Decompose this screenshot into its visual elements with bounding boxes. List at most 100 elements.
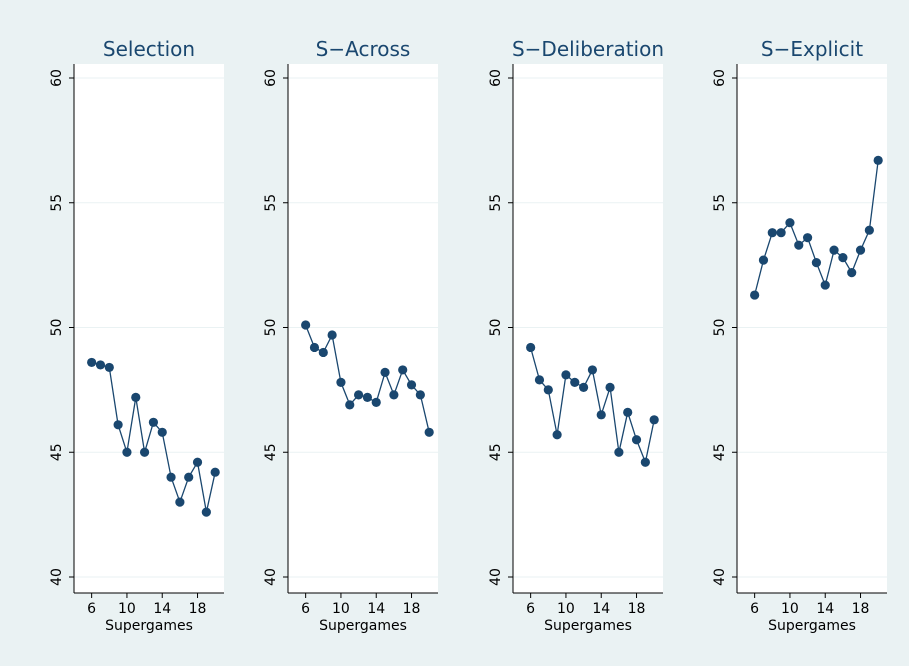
panel-1-series-1-point-20: [210, 467, 220, 477]
panel-4-y-tick-label-40: 40: [712, 568, 728, 586]
panel-3-x-tick-label-14: 14: [592, 601, 610, 617]
panel-2-y-tick-label-55: 55: [263, 194, 279, 212]
panel-3-series-1-point-18: [631, 435, 642, 445]
panel-4-series-1-point-7: [758, 255, 769, 265]
panel-3-x-tick-label-18: 18: [628, 601, 646, 617]
panel-3-series-1-point-8: [543, 385, 553, 395]
panel-1-y-tick-label-55: 55: [49, 194, 65, 212]
panel-1-x-tick-label-18: 18: [189, 601, 207, 617]
panel-3-series-1-point-16: [614, 447, 624, 457]
panel-1-series-1-point-17: [184, 472, 194, 482]
panel-4-series-1-point-12: [802, 233, 813, 243]
panel-1-series-1-point-12: [139, 447, 150, 457]
panel-1-x-tick-label-6: 6: [87, 601, 96, 617]
panel-3-series-1-point-10: [561, 370, 571, 380]
panel-2-series-1-point-13: [362, 392, 373, 402]
panel-4-series-1-point-16: [838, 253, 848, 263]
panel-3-series-1-point-13: [587, 365, 598, 375]
panel-3-y-tick-label-60: 60: [488, 69, 504, 87]
panel-1-series-1-point-6: [87, 357, 97, 368]
panel-1-series-1-point-14: [157, 427, 167, 437]
panel-4-series-1-point-6: [750, 290, 760, 300]
panel-4-series-1-point-13: [811, 258, 822, 268]
panel-2-series-1-point-10: [336, 377, 346, 387]
panel-2-x-tick-label-10: 10: [332, 601, 350, 617]
panel-1-title: Selection: [103, 37, 195, 61]
panel-1-series-1-point-8: [104, 362, 114, 373]
panel-2-series-1-point-17: [398, 365, 408, 375]
panel-1-x-tick-label-14: 14: [153, 601, 171, 617]
panel-3-series-1-point-7: [534, 375, 545, 385]
panel-2-x-axis-title: Supergames: [319, 618, 407, 634]
panel-3-series-1-point-15: [605, 382, 615, 392]
panel-3-series-1-point-20: [649, 415, 659, 425]
panel-3-series-1-point-17: [623, 407, 633, 417]
panel-4-series-1-point-9: [776, 228, 786, 238]
panel-3-y-tick-label-55: 55: [488, 194, 504, 212]
panel-4-series-1-point-19: [864, 225, 874, 235]
panel-4-series-1-point-15: [829, 245, 839, 255]
panel-1-series-1-point-16: [175, 497, 185, 507]
panel-2-series-1-point-15: [380, 367, 390, 378]
panel-1-series-1-point-19: [201, 507, 211, 517]
panel-2-x-tick-label-14: 14: [367, 601, 385, 617]
panel-4-series-1-point-18: [855, 245, 866, 255]
panel-1-y-tick-label-50: 50: [49, 319, 65, 337]
panel-4-series-1-point-20: [873, 155, 883, 165]
panel-1-series-1-point-10: [122, 447, 132, 457]
panel-4-title: S−Explicit: [761, 37, 863, 61]
panel-3-title: S−Deliberation: [512, 37, 664, 61]
panel-4-x-tick-label-18: 18: [852, 601, 870, 617]
panel-4-series-1-point-17: [847, 268, 857, 278]
panel-2-series-1-point-20: [424, 427, 434, 437]
panel-1-series-1-point-13: [148, 417, 159, 427]
panel-2-series-1-point-14: [371, 397, 381, 407]
panel-4-x-axis-title: Supergames: [768, 618, 856, 634]
panel-2-series-1-point-19: [415, 390, 425, 400]
panel-4-x-tick-label-14: 14: [816, 601, 834, 617]
panel-4-series-1-point-14: [820, 280, 830, 290]
panel-4-y-tick-label-50: 50: [712, 319, 728, 337]
panel-1-series-1-point-18: [192, 457, 203, 467]
panel-2-series-1-point-8: [318, 347, 328, 358]
panel-1-series-1-point-11: [131, 392, 141, 402]
panel-2-series-1-point-18: [406, 380, 417, 390]
panel-1-x-tick-label-10: 10: [118, 601, 136, 617]
panel-2-series-1-point-7: [309, 342, 320, 353]
panel-2-plot-area: [288, 64, 438, 593]
panel-2-series-1-point-12: [353, 390, 364, 400]
panel-3-series-1-point-14: [596, 410, 606, 420]
panel-3-plot-area: [513, 64, 663, 593]
panel-3-series-1-point-12: [578, 382, 589, 392]
panel-2-x-tick-label-18: 18: [403, 601, 421, 617]
panel-3-x-tick-label-6: 6: [526, 601, 535, 617]
panel-2-series-1-point-11: [345, 400, 355, 410]
panel-1-y-tick-label-40: 40: [49, 568, 65, 586]
panel-1-y-tick-label-45: 45: [49, 443, 65, 461]
panel-3-series-1-point-11: [570, 377, 580, 387]
panel-1-series-1-point-15: [166, 472, 176, 482]
panel-3-y-tick-label-45: 45: [488, 443, 504, 461]
panel-2-x-tick-label-6: 6: [301, 601, 310, 617]
panel-4-x-tick-label-6: 6: [750, 601, 759, 617]
panel-4-y-tick-label-60: 60: [712, 69, 728, 87]
panel-2-title: S−Across: [316, 37, 411, 61]
panel-3-y-tick-label-50: 50: [488, 319, 504, 337]
panel-4-plot-area: [737, 64, 887, 593]
panel-3-series-1-point-19: [640, 457, 650, 467]
panel-4-y-tick-label-45: 45: [712, 443, 728, 461]
panel-2-series-1-point-6: [301, 320, 311, 330]
panel-2-series-1-point-16: [389, 390, 399, 400]
panel-4-y-tick-label-55: 55: [712, 194, 728, 212]
panel-1-x-axis-title: Supergames: [105, 618, 193, 634]
panel-3-series-1-point-6: [526, 342, 536, 353]
panel-2-y-tick-label-40: 40: [263, 568, 279, 586]
panel-2-y-tick-label-50: 50: [263, 319, 279, 337]
panel-3-series-1-point-9: [552, 430, 562, 440]
panel-3-y-tick-label-40: 40: [488, 568, 504, 586]
panel-2-y-tick-label-45: 45: [263, 443, 279, 461]
panel-4-x-tick-label-10: 10: [781, 601, 799, 617]
panel-3-x-tick-label-10: 10: [557, 601, 575, 617]
